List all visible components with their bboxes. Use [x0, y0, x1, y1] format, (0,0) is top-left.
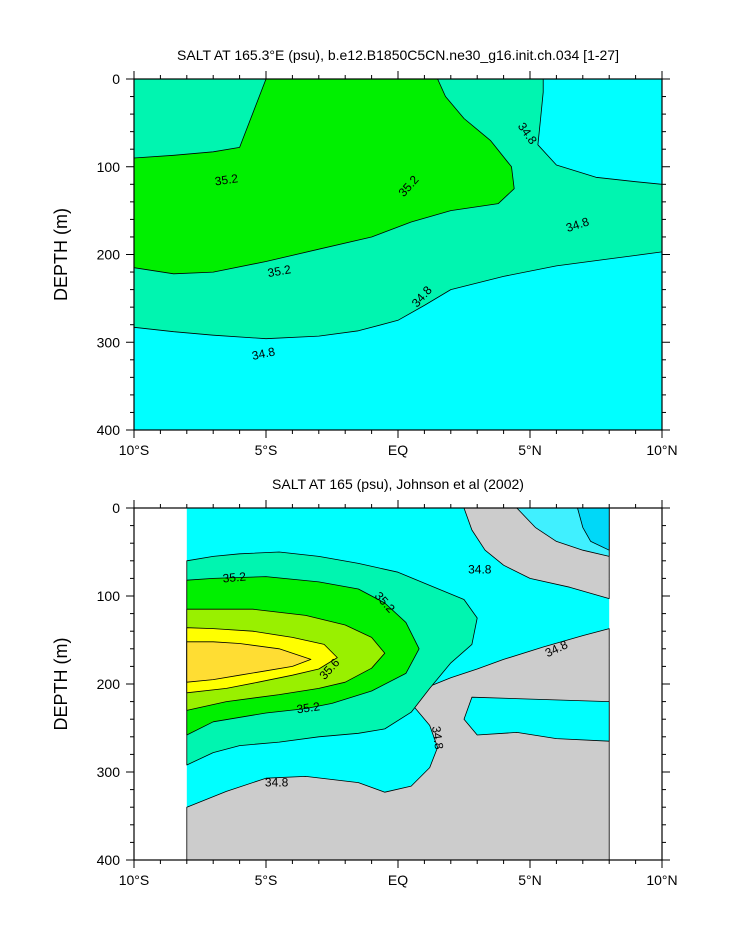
- contour-region-3: [134, 79, 515, 275]
- x-tick-label-3: 5°N: [518, 442, 542, 458]
- x-tick-label-1: 5°S: [255, 872, 278, 888]
- x-tick-label-2: EQ: [388, 442, 408, 458]
- contour-label-text: 35.2: [222, 569, 247, 585]
- x-tick-label-4: 10°N: [646, 442, 677, 458]
- contour-label-0: 35.2: [222, 569, 247, 585]
- contour-label-6: 34.8: [429, 725, 446, 750]
- chart-title: SALT AT 165.3°E (psu), b.e12.B1850C5CN.n…: [177, 47, 619, 63]
- contour-label-text: 34.8: [251, 344, 277, 363]
- contour-label-2: 35.2: [266, 262, 292, 280]
- x-tick-label-0: 10°S: [119, 442, 150, 458]
- contour-label-6: 34.8: [251, 344, 277, 363]
- contour-label-text: 34.8: [468, 563, 492, 577]
- contour-label-text: 35.2: [296, 699, 321, 716]
- chart-title: SALT AT 165 (psu), Johnson et al (2002): [272, 476, 524, 492]
- x-tick-label-3: 5°N: [518, 872, 542, 888]
- contour-label-4: 34.8: [564, 214, 591, 235]
- y-tick-label-0: 0: [112, 71, 120, 87]
- contour-region-1: [134, 251, 662, 430]
- contour-label-7: 34.8: [265, 776, 289, 790]
- x-tick-label-1: 5°S: [255, 442, 278, 458]
- contour-label-text: 34.8: [564, 214, 591, 235]
- y-tick-label-4: 400: [97, 852, 121, 868]
- contour-label-3: 35.2: [296, 699, 321, 716]
- y-axis-label: DEPTH (m): [51, 638, 71, 731]
- panel-2: 35.235.235.635.234.834.834.834.810°S 5°S E…: [51, 476, 678, 888]
- y-tick-label-4: 400: [97, 422, 121, 438]
- contour-label-0: 35.2: [214, 171, 239, 188]
- y-tick-label-1: 100: [97, 588, 121, 604]
- contour-label-4: 34.8: [468, 563, 492, 577]
- contour-region-4: [577, 508, 610, 551]
- contour-label-text: 35.2: [214, 171, 239, 188]
- y-tick-label-3: 300: [97, 334, 121, 350]
- x-tick-label-0: 10°S: [119, 872, 150, 888]
- contour-label-text: 34.8: [429, 725, 446, 750]
- contour-region-2: [537, 79, 662, 185]
- x-tick-label-2: EQ: [388, 872, 408, 888]
- y-tick-label-1: 100: [97, 159, 121, 175]
- plot-area: 35.235.235.635.234.834.834.834.8: [186, 508, 610, 860]
- contour-label-text: 34.8: [265, 776, 289, 790]
- y-axis-label: DEPTH (m): [51, 208, 71, 301]
- panel-1: 35.2 35.235.234.834.834.834.810°S 5°S EQ 5°N…: [51, 47, 678, 458]
- y-tick-label-0: 0: [112, 500, 120, 516]
- contour-label-text: 35.2: [266, 262, 292, 280]
- x-tick-label-4: 10°N: [646, 872, 677, 888]
- contour-region-5: [463, 696, 610, 742]
- contour-region-10: [186, 641, 312, 683]
- plot-area: 35.2 35.235.234.834.834.834.8: [134, 79, 662, 430]
- y-tick-label-2: 200: [97, 676, 121, 692]
- y-tick-label-2: 200: [97, 247, 121, 263]
- y-tick-label-3: 300: [97, 764, 121, 780]
